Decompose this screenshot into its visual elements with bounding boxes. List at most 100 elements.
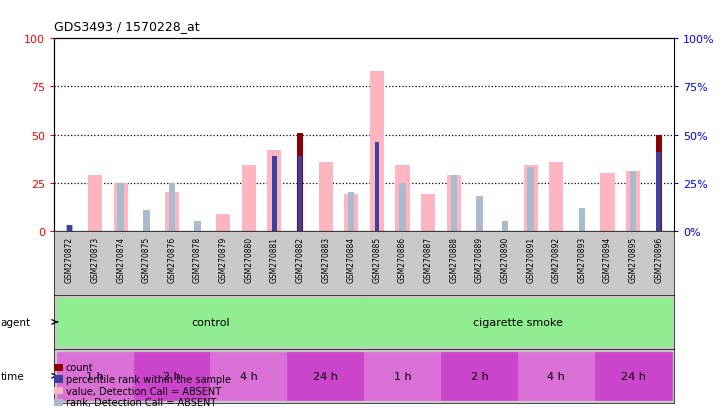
Text: control: control xyxy=(191,317,230,327)
Bar xyxy=(626,172,640,231)
Bar xyxy=(656,152,661,231)
Bar xyxy=(262,231,287,295)
Bar xyxy=(601,173,614,231)
Bar xyxy=(364,352,441,400)
Bar xyxy=(447,176,461,231)
Bar xyxy=(159,231,185,295)
Bar xyxy=(287,352,364,400)
Bar xyxy=(143,210,149,231)
Text: GSM270889: GSM270889 xyxy=(475,236,484,282)
Bar xyxy=(655,135,662,231)
Bar xyxy=(370,72,384,231)
Text: 2 h: 2 h xyxy=(163,371,181,381)
Bar xyxy=(579,208,585,231)
Bar xyxy=(297,133,304,231)
Bar xyxy=(66,225,73,231)
Bar xyxy=(630,172,637,231)
Bar xyxy=(441,352,518,400)
Bar xyxy=(133,352,211,400)
Text: GSM270878: GSM270878 xyxy=(193,236,202,282)
Bar xyxy=(620,231,646,295)
Bar xyxy=(549,162,563,231)
Text: GSM270888: GSM270888 xyxy=(449,236,459,282)
Bar xyxy=(476,197,482,231)
Text: GSM270875: GSM270875 xyxy=(142,236,151,282)
Text: 24 h: 24 h xyxy=(313,371,338,381)
Bar xyxy=(165,193,179,231)
Bar xyxy=(57,352,133,400)
Bar xyxy=(298,157,302,231)
Bar xyxy=(502,222,508,231)
Text: agent: agent xyxy=(1,317,31,327)
Bar xyxy=(319,162,332,231)
Bar xyxy=(375,143,379,231)
Text: GSM270883: GSM270883 xyxy=(321,236,330,282)
Bar xyxy=(421,195,435,231)
Text: GSM270874: GSM270874 xyxy=(116,236,125,282)
Bar xyxy=(118,183,124,231)
Bar xyxy=(108,231,133,295)
Text: 4 h: 4 h xyxy=(547,371,565,381)
Text: GSM270882: GSM270882 xyxy=(296,236,304,282)
Bar xyxy=(211,231,236,295)
Bar xyxy=(390,231,415,295)
Bar xyxy=(195,222,200,231)
Text: time: time xyxy=(1,371,25,381)
Bar xyxy=(364,298,671,346)
Text: 1 h: 1 h xyxy=(87,371,104,381)
Text: GSM270873: GSM270873 xyxy=(91,236,99,282)
Bar xyxy=(451,176,457,231)
Bar xyxy=(528,168,534,231)
Text: GSM270881: GSM270881 xyxy=(270,236,279,282)
Text: GSM270872: GSM270872 xyxy=(65,236,74,282)
Bar xyxy=(466,231,492,295)
Bar xyxy=(518,352,595,400)
Text: GSM270880: GSM270880 xyxy=(244,236,253,282)
Bar xyxy=(595,231,620,295)
Bar xyxy=(399,183,406,231)
Bar xyxy=(242,166,256,231)
Text: GDS3493 / 1570228_at: GDS3493 / 1570228_at xyxy=(54,20,200,33)
Bar xyxy=(396,166,410,231)
Bar xyxy=(569,231,595,295)
Text: 1 h: 1 h xyxy=(394,371,412,381)
Text: GSM270890: GSM270890 xyxy=(500,236,510,282)
Text: GSM270887: GSM270887 xyxy=(424,236,433,282)
Bar xyxy=(57,298,364,346)
Text: GSM270894: GSM270894 xyxy=(603,236,612,282)
Bar xyxy=(272,157,277,231)
Text: 4 h: 4 h xyxy=(240,371,257,381)
Bar xyxy=(595,352,671,400)
Text: count: count xyxy=(66,363,93,373)
Text: GSM270886: GSM270886 xyxy=(398,236,407,282)
Text: 2 h: 2 h xyxy=(471,371,488,381)
Bar xyxy=(133,231,159,295)
Bar xyxy=(338,231,364,295)
Bar xyxy=(185,231,211,295)
Text: percentile rank within the sample: percentile rank within the sample xyxy=(66,374,231,384)
Bar xyxy=(348,193,355,231)
Bar xyxy=(523,166,538,231)
Bar xyxy=(267,151,281,231)
Bar xyxy=(57,231,82,295)
Bar xyxy=(646,231,671,295)
Text: GSM270892: GSM270892 xyxy=(552,236,561,282)
Bar xyxy=(67,225,72,231)
Bar xyxy=(216,214,230,231)
Text: GSM270896: GSM270896 xyxy=(654,236,663,282)
Bar xyxy=(492,231,518,295)
Bar xyxy=(544,231,569,295)
Bar xyxy=(169,183,175,231)
Bar xyxy=(211,352,287,400)
Text: GSM270893: GSM270893 xyxy=(578,236,586,282)
Bar xyxy=(441,231,466,295)
Bar xyxy=(415,231,441,295)
Text: cigarette smoke: cigarette smoke xyxy=(473,317,563,327)
Text: GSM270885: GSM270885 xyxy=(373,236,381,282)
Bar xyxy=(82,231,108,295)
Bar xyxy=(236,231,262,295)
Text: GSM270895: GSM270895 xyxy=(629,236,637,282)
Text: GSM270879: GSM270879 xyxy=(218,236,228,282)
Bar xyxy=(114,183,128,231)
Bar xyxy=(88,176,102,231)
